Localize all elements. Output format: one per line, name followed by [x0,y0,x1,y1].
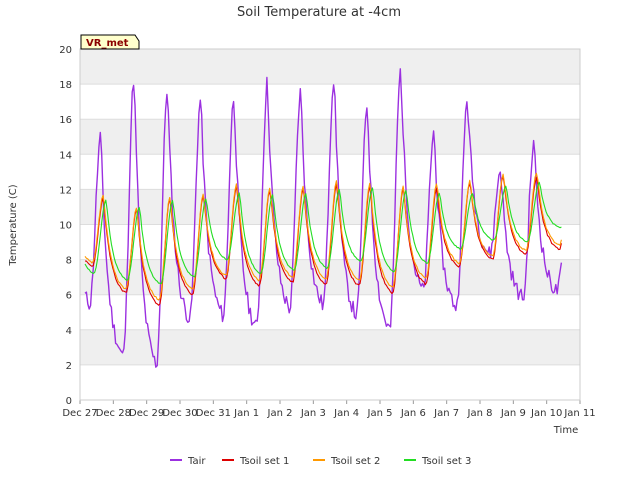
station-badge-label: VR_met [86,38,129,49]
grid-band [80,49,580,85]
x-tick-label: Jan 6 [400,408,426,419]
y-tick-label: 14 [59,150,72,161]
x-tick-label: Dec 27 [62,408,97,419]
x-tick-label: Jan 11 [563,408,595,419]
chart-title: Soil Temperature at -4cm [237,5,401,20]
x-tick-label: Jan 3 [300,408,326,419]
y-tick-label: 6 [66,291,72,302]
series-line-tsoil-set-3 [84,181,562,285]
legend: Tair Tsoil set 1 Tsoil set 2 Tsoil set 3 [170,456,471,467]
series-line-tsoil-set-2 [84,172,562,301]
y-tick-label: 20 [59,45,72,56]
y-tick-label: 8 [66,256,72,267]
station-badge-box [80,34,140,50]
legend-label: Tsoil set 2 [330,456,380,467]
legend-label: Tair [187,456,206,467]
x-tick-label: Jan 4 [333,408,359,419]
legend-label: Tsoil set 1 [239,456,289,467]
x-tick-label: Jan 1 [233,408,259,419]
station-badge: VR_met [80,34,140,50]
x-tick-label: Dec 30 [162,408,197,419]
grid-band [80,259,580,295]
y-tick-label: 10 [59,221,72,232]
y-tick-label: 0 [66,396,72,407]
x-tick-label: Jan 5 [367,408,393,419]
x-tick-label: Dec 28 [96,408,131,419]
y-tick-label: 2 [66,361,72,372]
x-tick-label: Jan 7 [433,408,459,419]
plot-frame [79,48,581,401]
x-tick-label: Dec 29 [129,408,164,419]
y-tick-label: 16 [59,115,72,126]
x-tick-label: Jan 2 [267,408,293,419]
x-tick-label: Jan 9 [500,408,526,419]
y-tick-label: 4 [66,326,72,337]
y-tick-label: 18 [59,80,72,91]
x-tick-label: Jan 10 [530,408,562,419]
x-axis-title: Time [553,425,578,436]
y-tick-label: 12 [59,185,72,196]
legend-label: Tsoil set 3 [421,456,471,467]
y-axis: 0 2 4 6 8 10 12 14 16 18 20 [59,45,72,407]
x-tick-label: Dec 31 [196,408,231,419]
y-axis-title: Temperature (C) [8,184,19,266]
x-tick-label: Jan 8 [467,408,493,419]
series-layer [84,68,563,368]
grid-band [80,329,580,365]
